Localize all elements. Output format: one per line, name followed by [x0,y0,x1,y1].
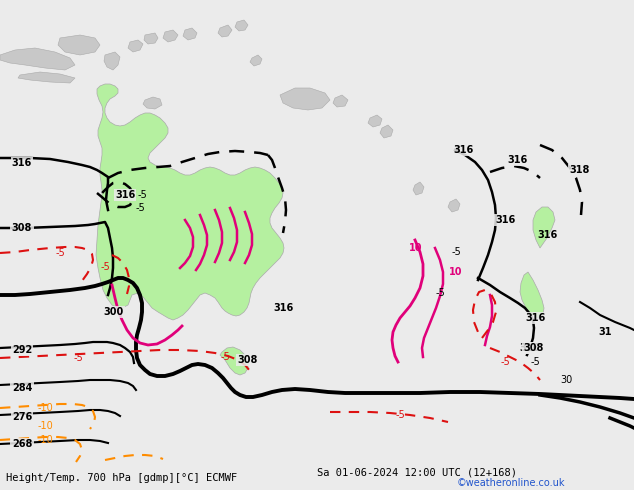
Text: -5: -5 [137,190,147,200]
Text: 10: 10 [410,243,423,253]
Text: 308: 308 [12,223,32,233]
Text: 316: 316 [538,230,558,240]
Text: 316: 316 [115,190,135,200]
Polygon shape [333,95,348,107]
Text: 316: 316 [525,313,545,323]
Text: 316: 316 [453,145,473,155]
Text: -10: -10 [37,421,53,431]
Text: 31: 31 [598,327,612,337]
Polygon shape [96,84,284,320]
Polygon shape [280,88,330,110]
Text: -5: -5 [435,288,445,298]
Polygon shape [413,182,424,195]
Text: -10: -10 [37,403,53,413]
Text: 300: 300 [104,307,124,317]
Text: 308: 308 [524,343,544,353]
Polygon shape [183,28,197,40]
Text: -5: -5 [530,357,540,367]
Polygon shape [58,35,100,55]
Text: 30: 30 [560,375,572,385]
Text: 316: 316 [12,158,32,168]
Text: -5: -5 [135,203,145,213]
Polygon shape [144,33,158,44]
Text: 284: 284 [12,383,32,393]
Text: -5: -5 [220,352,230,362]
Text: 292: 292 [12,345,32,355]
Text: -5: -5 [55,248,65,258]
Text: 10: 10 [450,267,463,277]
Text: 316: 316 [520,343,540,353]
Text: 316: 316 [495,215,515,225]
Text: -10: -10 [37,435,53,445]
Text: -5: -5 [73,353,83,363]
Text: 276: 276 [12,412,32,422]
Text: Sa 01-06-2024 12:00 UTC (12+168): Sa 01-06-2024 12:00 UTC (12+168) [317,468,517,478]
Text: 316: 316 [273,303,293,313]
Polygon shape [520,272,544,318]
Polygon shape [380,125,393,138]
Text: -5: -5 [451,247,461,257]
Text: ©weatheronline.co.uk: ©weatheronline.co.uk [456,478,565,488]
Polygon shape [163,30,178,42]
Polygon shape [143,97,162,109]
Polygon shape [104,52,120,70]
Polygon shape [128,40,143,52]
Text: -5: -5 [100,262,110,272]
Text: Height/Temp. 700 hPa [gdmp][°C] ECMWF: Height/Temp. 700 hPa [gdmp][°C] ECMWF [6,473,238,483]
Polygon shape [368,115,382,127]
Polygon shape [448,199,460,212]
Polygon shape [218,25,232,37]
Text: -5: -5 [500,357,510,367]
Polygon shape [0,48,75,70]
Polygon shape [220,347,248,375]
Text: 308: 308 [238,355,258,365]
Text: 318: 318 [570,165,590,175]
Polygon shape [533,207,555,248]
Text: -5: -5 [395,410,405,420]
Text: 316: 316 [508,155,528,165]
Polygon shape [18,72,75,83]
Polygon shape [235,20,248,31]
Text: 268: 268 [12,439,32,449]
Polygon shape [250,55,262,66]
